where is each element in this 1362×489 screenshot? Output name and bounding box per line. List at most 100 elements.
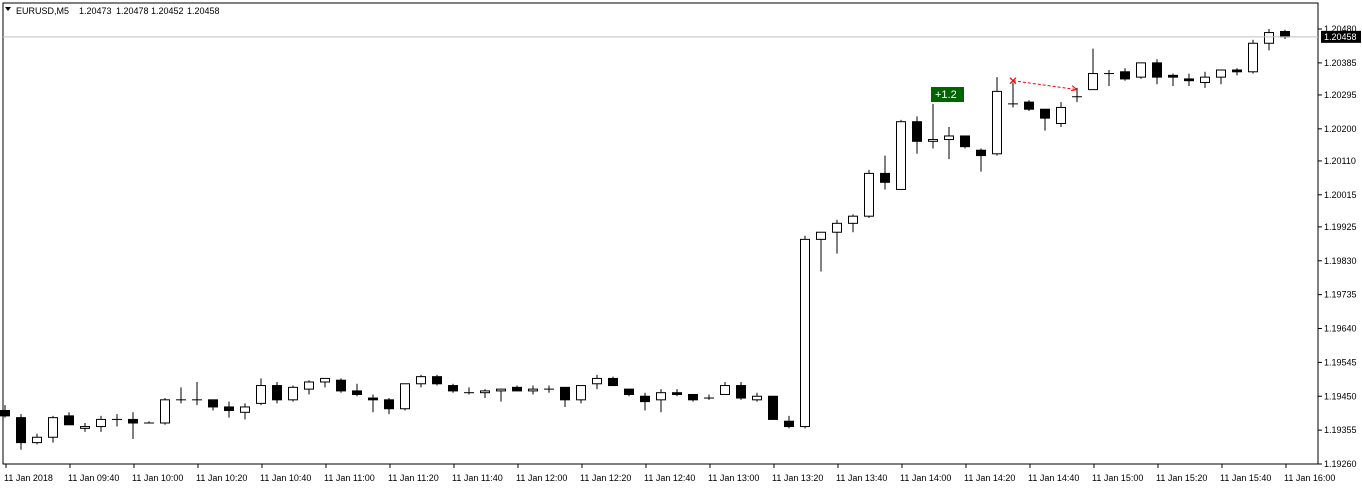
candle[interactable] — [992, 77, 1002, 156]
candle[interactable] — [560, 386, 570, 407]
candle[interactable] — [784, 415, 794, 429]
candle[interactable] — [1024, 100, 1034, 112]
candle[interactable] — [192, 381, 202, 406]
candle[interactable] — [1200, 71, 1210, 88]
candle[interactable] — [624, 388, 634, 397]
candle[interactable] — [96, 415, 106, 432]
candle[interactable] — [592, 374, 602, 390]
candle[interactable] — [1072, 87, 1082, 103]
candle[interactable] — [1056, 102, 1066, 128]
candle[interactable] — [1216, 69, 1226, 85]
current-price-value: 1.20458 — [1324, 32, 1357, 42]
candle[interactable] — [176, 387, 186, 404]
candle[interactable] — [752, 392, 762, 402]
candle[interactable] — [672, 389, 682, 397]
candle[interactable] — [528, 385, 538, 395]
time-tick-label: 11 Jan 15:20 — [1156, 473, 1207, 483]
candle[interactable] — [0, 405, 10, 418]
candle[interactable] — [352, 383, 362, 397]
candle[interactable] — [112, 414, 122, 427]
candle[interactable] — [32, 433, 42, 445]
candle[interactable] — [432, 374, 442, 386]
candle[interactable] — [400, 383, 410, 411]
candle-body — [1024, 101, 1034, 110]
time-tick-label: 11 Jan 12:40 — [644, 473, 695, 483]
candle[interactable] — [656, 389, 666, 413]
time-axis[interactable]: 11 Jan 2018 11 Jan 09:40 11 Jan 10:00 11 Ja… — [4, 464, 1335, 483]
candle[interactable] — [384, 398, 394, 415]
candle[interactable] — [704, 394, 714, 400]
candle[interactable] — [912, 116, 922, 154]
candle[interactable] — [576, 385, 586, 404]
time-tick-label: 11 Jan 14:20 — [964, 473, 1015, 483]
candle-body — [432, 376, 442, 385]
candle[interactable] — [160, 398, 170, 425]
candle[interactable] — [1168, 73, 1178, 87]
candle[interactable] — [720, 381, 730, 395]
candle[interactable] — [80, 422, 90, 432]
dropdown-triangle-icon[interactable] — [5, 7, 11, 11]
candle[interactable] — [1120, 68, 1130, 81]
candle-body — [800, 238, 810, 428]
candle[interactable] — [768, 395, 778, 420]
candle[interactable] — [864, 169, 874, 218]
candle[interactable] — [960, 135, 970, 149]
candle[interactable] — [736, 381, 746, 400]
candle[interactable] — [240, 403, 250, 420]
candle[interactable] — [256, 378, 266, 406]
candle[interactable] — [128, 412, 138, 440]
candle[interactable] — [976, 148, 986, 172]
candle-body — [64, 415, 74, 426]
candle[interactable] — [1040, 108, 1050, 131]
candle[interactable] — [1136, 62, 1146, 79]
candle[interactable] — [1184, 73, 1194, 87]
candle[interactable] — [848, 214, 858, 233]
trade-profit-badge[interactable]: +1.2 — [931, 87, 964, 102]
header-low: 1.20452 — [151, 6, 184, 16]
candle[interactable] — [896, 119, 906, 190]
candle[interactable] — [336, 378, 346, 393]
candle[interactable] — [1248, 39, 1258, 74]
candle[interactable] — [816, 231, 826, 272]
candle[interactable] — [448, 383, 458, 393]
candle[interactable] — [1232, 68, 1242, 76]
candle[interactable] — [288, 385, 298, 402]
candle[interactable] — [880, 155, 890, 190]
candle[interactable] — [496, 388, 506, 402]
candle[interactable] — [1264, 29, 1274, 51]
candle[interactable] — [544, 385, 554, 393]
candle[interactable] — [688, 393, 698, 402]
candle[interactable] — [48, 415, 58, 443]
candle[interactable] — [480, 389, 490, 399]
candle[interactable] — [368, 394, 378, 413]
candle[interactable] — [272, 381, 282, 404]
candle[interactable] — [320, 377, 330, 388]
candle[interactable] — [832, 219, 842, 254]
candle[interactable] — [304, 380, 314, 395]
candle-body — [512, 386, 522, 392]
candle[interactable] — [224, 401, 234, 418]
candle[interactable] — [800, 235, 810, 429]
candle[interactable] — [64, 412, 74, 426]
candle[interactable] — [944, 127, 954, 160]
candle[interactable] — [1104, 70, 1114, 87]
candle[interactable] — [416, 374, 426, 388]
candle[interactable] — [640, 392, 650, 411]
candle-body — [1136, 62, 1146, 78]
candle[interactable] — [16, 414, 26, 450]
candle[interactable] — [1088, 48, 1098, 91]
candle[interactable] — [208, 399, 218, 411]
candle[interactable] — [512, 385, 522, 392]
candle[interactable] — [1008, 82, 1018, 108]
price-tick-label: 1.20385 — [1324, 58, 1357, 68]
candle[interactable] — [144, 421, 154, 424]
price-axis[interactable]: 1.20480 1.20385 1.20295 1.20200 1.20110 1.200… — [1318, 24, 1357, 469]
candle[interactable] — [928, 103, 938, 149]
candle[interactable] — [464, 387, 474, 395]
candle-body — [848, 215, 858, 224]
candle[interactable] — [1152, 59, 1162, 85]
plot-area[interactable] — [2, 2, 1319, 465]
candle[interactable] — [608, 376, 618, 387]
